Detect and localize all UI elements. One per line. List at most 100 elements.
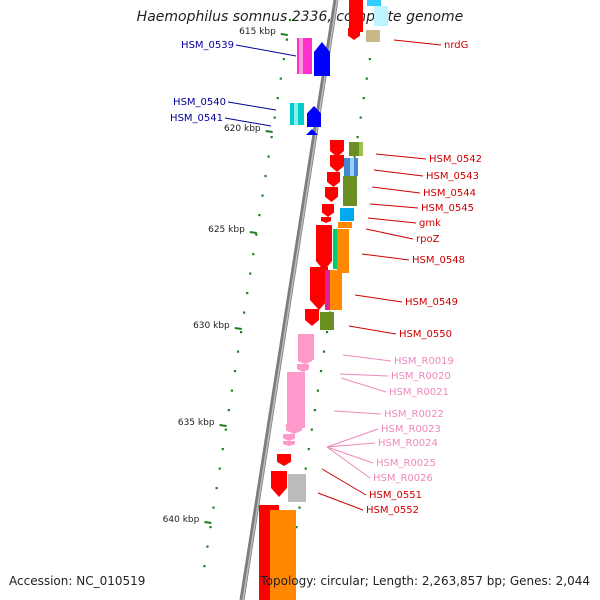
tick-dot: [368, 58, 371, 61]
gene-label: HSM_R0026: [373, 473, 433, 484]
gene-label: gmk: [419, 218, 441, 229]
label-leader: [235, 44, 297, 57]
label-leader: [348, 325, 397, 335]
tick-dot: [279, 77, 282, 80]
gene-glyphs: [259, 0, 388, 600]
tick-dot: [218, 467, 221, 470]
gene-glyph: [322, 204, 334, 217]
label-leader: [369, 203, 419, 209]
gene-glyph: [340, 208, 354, 221]
gene-label: HSM_0541: [170, 113, 223, 124]
gene-label: HSM_R0021: [389, 387, 449, 398]
gene-label: HSM_0551: [369, 490, 422, 501]
gene-glyph: [299, 38, 303, 74]
label-leader: [321, 468, 367, 496]
tick-dot: [249, 272, 252, 275]
gene-glyph: [321, 217, 331, 223]
label-leader: [361, 253, 410, 261]
label-leader: [317, 492, 364, 511]
kbp-tick-label: 640 kbp: [163, 515, 200, 525]
gene-label: HSM_0542: [429, 154, 482, 165]
gene-glyph: [306, 129, 318, 135]
gene-glyph: [298, 356, 312, 364]
label-leader: [333, 410, 382, 415]
label-leader: [375, 153, 427, 160]
gene-label: HSM_0539: [181, 40, 234, 51]
kbp-tick-label: 625 kbp: [208, 225, 245, 235]
gene-label: rpoZ: [416, 234, 440, 245]
label-leader: [340, 377, 387, 393]
tick-dot: [313, 409, 316, 412]
tick-dot: [282, 58, 285, 61]
kbp-tick-label: 635 kbp: [178, 418, 215, 428]
label-leader: [371, 186, 421, 194]
label-leader: [224, 117, 272, 127]
gene-label: HSM_R0022: [384, 409, 444, 420]
tick-dot: [353, 155, 356, 158]
gene-glyph: [325, 187, 338, 202]
gene-glyph: [270, 510, 296, 600]
tick-dot: [233, 370, 237, 373]
gene-label: HSM_0549: [405, 297, 458, 308]
gene-label: HSM_0544: [423, 188, 476, 199]
tick-dot: [236, 350, 240, 353]
tick-dot: [316, 389, 320, 392]
major-tick: [234, 327, 242, 330]
gene-glyph: [348, 28, 360, 40]
tick-dot: [359, 116, 362, 119]
tick-dot: [325, 331, 329, 334]
gene-glyph: [294, 103, 298, 125]
kbp-tick-label: 630 kbp: [193, 321, 230, 331]
gene-glyph: [314, 42, 330, 76]
gene-label: HSM_0552: [366, 505, 419, 516]
tick-dot: [261, 194, 264, 197]
gene-glyph: [305, 309, 319, 326]
label-leader: [326, 442, 376, 448]
tick-dot: [273, 116, 276, 119]
tick-dot: [270, 136, 273, 139]
tick-dot: [252, 253, 255, 256]
tick-dot: [307, 448, 310, 451]
tick-dot: [221, 448, 224, 451]
tick-dot: [356, 136, 359, 139]
gene-glyph: [307, 106, 321, 127]
label-leader: [373, 169, 424, 177]
label-leaders: [224, 39, 442, 511]
gene-label: HSM_R0019: [394, 356, 454, 367]
tick-dot: [319, 370, 323, 373]
tick-dot: [212, 506, 215, 509]
gene-labels: HSM_0539 HSM_0540 HSM_0541 nrdG HSM_0542 HSM_…: [170, 40, 482, 516]
gene-label: HSM_R0020: [391, 371, 451, 382]
gene-glyph: [287, 372, 305, 428]
major-tick: [265, 130, 273, 133]
tick-dot: [310, 428, 313, 431]
gene-glyph: [320, 312, 334, 330]
tick-dot: [206, 545, 209, 548]
gene-label: nrdG: [444, 40, 468, 51]
gene-glyph: [286, 424, 302, 434]
gene-glyph: [359, 142, 363, 156]
tick-dot: [246, 292, 249, 295]
gene-label: HSM_0543: [426, 171, 479, 182]
gene-glyph: [338, 222, 352, 228]
tick-dot: [295, 526, 298, 529]
tick-dot: [239, 331, 243, 334]
tick-dot: [227, 409, 230, 412]
major-tick: [280, 33, 288, 36]
tick-dot: [264, 175, 267, 178]
gene-glyph: [374, 6, 388, 26]
label-leader: [365, 228, 414, 240]
kbp-ticks: 615 kbp 620 kbp 625 kbp 630 kbp 635 kbp 640 k…: [163, 27, 288, 525]
label-leader: [326, 428, 379, 448]
gene-glyph: [271, 471, 287, 497]
tick-dot: [322, 350, 326, 353]
tick-dot: [243, 311, 246, 314]
major-tick: [204, 521, 212, 524]
label-leader: [354, 294, 403, 303]
axis-line: [239, 0, 339, 600]
gene-label: HSM_0545: [421, 203, 474, 214]
gene-glyph: [366, 30, 380, 42]
genome-axis: [239, 0, 339, 600]
axis-highlight: [242, 0, 338, 600]
